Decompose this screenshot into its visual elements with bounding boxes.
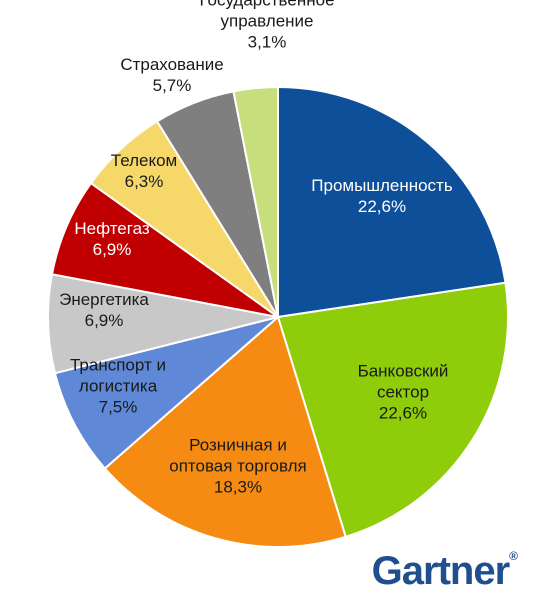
slice-label-line: Транспорт и xyxy=(70,355,166,374)
slice-label-line: Телеком xyxy=(111,151,177,170)
slice-label-line: управление xyxy=(221,11,314,30)
slice-label-line: оптовая торговля xyxy=(169,456,307,475)
pie-slice-1 xyxy=(276,281,509,539)
slice-label-5: Нефтегаз 6,9% xyxy=(74,219,149,259)
slice-label-line: 18,3% xyxy=(214,477,262,496)
pie-slice-2 xyxy=(103,315,347,548)
slice-label-line: 6,9% xyxy=(85,311,124,330)
slice-label-line: сектор xyxy=(377,382,429,401)
slice-label-line: Промышленность xyxy=(311,176,453,195)
slice-label-line: 7,5% xyxy=(99,397,138,416)
slice-label-line: 3,1% xyxy=(248,32,287,51)
pie-slices xyxy=(47,85,509,548)
pie-slice-8 xyxy=(232,85,279,318)
gartner-logo: Gartner® xyxy=(372,549,518,594)
slice-label-6: Телеком 6,3% xyxy=(111,151,177,191)
slice-label-line: Нефтегаз xyxy=(74,219,149,238)
slice-label-line: 22,6% xyxy=(379,403,427,422)
slice-label-2: Розничная и оптовая торговля 18,3% xyxy=(169,435,307,496)
pie-slice-0 xyxy=(277,85,507,319)
slice-label-line: Банковский xyxy=(358,361,449,380)
slice-label-0: Промышленность 22,6% xyxy=(311,176,453,216)
slice-label-1: Банковский сектор 22,6% xyxy=(358,361,449,422)
logo-text: Gartner xyxy=(371,549,510,593)
slice-label-7: Страхование 5,7% xyxy=(120,55,223,95)
pie-labels: Промышленность 22,6% Банковский сектор 22,6%… xyxy=(59,0,453,496)
slice-label-8: Государственное управление 3,1% xyxy=(199,0,334,51)
pie-slice-3 xyxy=(53,316,279,470)
slice-label-line: 5,7% xyxy=(153,76,192,95)
slice-label-line: Государственное xyxy=(199,0,334,9)
slice-label-4: Энергетика 6,9% xyxy=(59,290,149,330)
slice-label-line: 6,9% xyxy=(93,240,132,259)
slice-label-line: 6,3% xyxy=(125,172,164,191)
slice-label-line: 22,6% xyxy=(358,197,406,216)
slice-label-line: логистика xyxy=(79,376,158,395)
slice-label-line: Розничная и xyxy=(189,435,287,454)
slice-label-line: Страхование xyxy=(120,55,223,74)
slice-label-3: Транспорт и логистика 7,5% xyxy=(70,355,166,416)
slice-label-line: Энергетика xyxy=(59,290,149,309)
registered-mark: ® xyxy=(509,549,518,563)
